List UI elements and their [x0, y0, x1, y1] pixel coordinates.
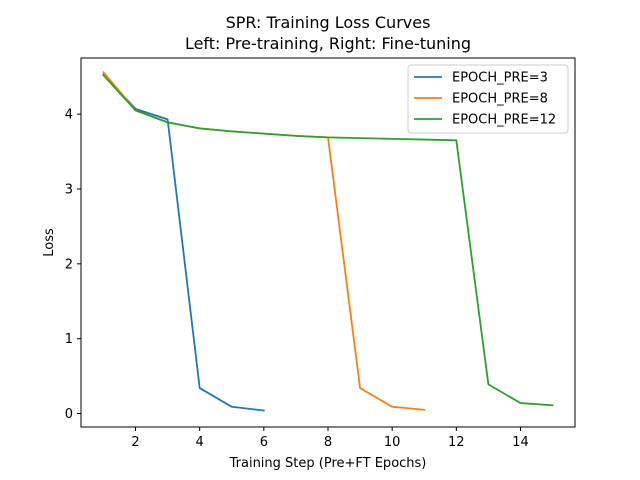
y-tick-label: 3 [65, 182, 73, 197]
x-tick-label: 12 [448, 435, 465, 450]
legend: EPOCH_PRE=3 EPOCH_PRE=8 EPOCH_PRE=12 [407, 64, 569, 134]
x-tick-label: 2 [131, 435, 139, 450]
legend-label-3: EPOCH_PRE=12 [452, 113, 556, 128]
chart-subtitle: Left: Pre-training, Right: Fine-tuning [185, 34, 471, 53]
x-axis-label: Training Step (Pre+FT Epochs) [229, 456, 427, 471]
series-layer [102, 70, 554, 412]
legend-label-1: EPOCH_PRE=3 [452, 71, 548, 86]
plot-frame [80, 57, 576, 428]
y-tick-label: 1 [65, 332, 73, 347]
x-tick-label: 6 [260, 435, 268, 450]
series-line-3 [102, 73, 554, 407]
legend-frame [407, 64, 569, 134]
x-tick-label: 14 [512, 435, 529, 450]
chart-title: SPR: Training Loss Curves [226, 13, 431, 32]
y-tick-label: 2 [65, 257, 73, 272]
x-tick-label: 4 [196, 435, 204, 450]
y-tick-label: 4 [65, 108, 73, 123]
y-axis-label: Loss [42, 228, 57, 257]
x-tick-label: 10 [384, 435, 401, 450]
y-tick-label: 0 [65, 407, 73, 422]
legend-label-2: EPOCH_PRE=8 [452, 92, 548, 107]
x-tick-label: 8 [324, 435, 332, 450]
